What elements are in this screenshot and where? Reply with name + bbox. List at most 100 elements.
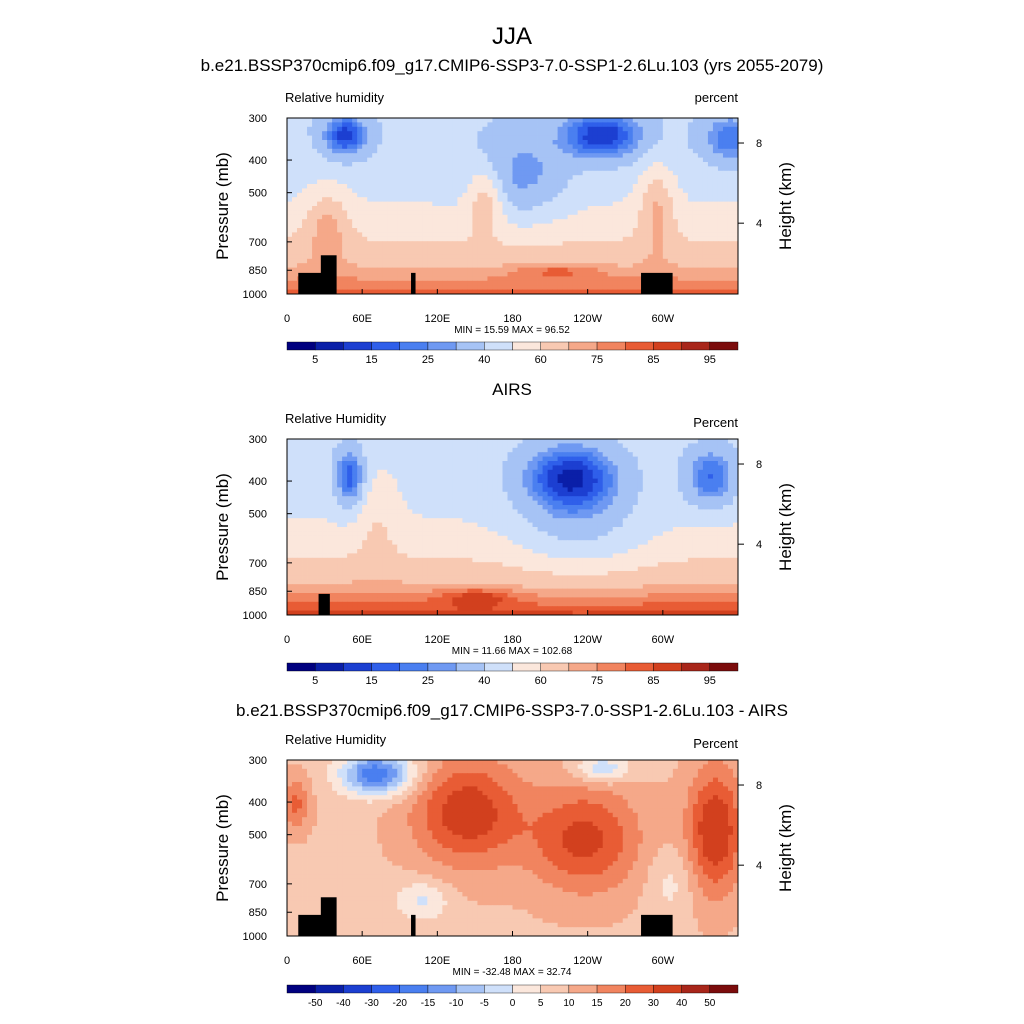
field-cell bbox=[447, 447, 453, 453]
field-cell bbox=[477, 197, 483, 202]
field-cell bbox=[732, 166, 739, 172]
field-cell bbox=[487, 478, 493, 484]
field-cell bbox=[687, 166, 694, 172]
field-cell bbox=[287, 263, 293, 268]
field-cell bbox=[392, 175, 398, 180]
field-cell bbox=[462, 465, 468, 471]
field-cell bbox=[577, 179, 584, 185]
field-cell bbox=[432, 443, 438, 449]
field-cell bbox=[482, 465, 488, 471]
field-cell bbox=[617, 223, 624, 229]
field-cell bbox=[592, 184, 599, 189]
field-cell bbox=[537, 188, 543, 194]
field-cell bbox=[712, 192, 719, 198]
field-cell bbox=[612, 162, 619, 167]
field-cell bbox=[457, 206, 463, 211]
field-cell bbox=[647, 263, 654, 268]
field-cell bbox=[482, 118, 488, 123]
field-cell bbox=[727, 250, 734, 255]
field-cell bbox=[627, 236, 634, 242]
field-cell bbox=[307, 188, 313, 194]
field-cell bbox=[537, 126, 543, 132]
field-cell bbox=[522, 232, 528, 238]
field-cell bbox=[657, 483, 664, 488]
field-cell bbox=[572, 206, 579, 211]
field-cell bbox=[542, 280, 548, 286]
field-cell bbox=[422, 162, 428, 167]
field-cell bbox=[302, 148, 308, 154]
field-cell bbox=[312, 223, 318, 229]
field-cell bbox=[447, 280, 453, 286]
field-cell bbox=[322, 236, 328, 242]
field-cell bbox=[587, 241, 594, 246]
field-cell bbox=[667, 131, 674, 136]
field-cell bbox=[707, 214, 714, 220]
field-cell bbox=[417, 179, 423, 185]
field-cell bbox=[382, 153, 388, 158]
field-cell bbox=[622, 483, 629, 488]
field-cell bbox=[292, 254, 298, 260]
field-cell bbox=[457, 210, 463, 216]
field-cell bbox=[692, 280, 699, 286]
field-cell bbox=[547, 439, 553, 444]
field-cell bbox=[692, 206, 699, 211]
field-cell bbox=[487, 170, 493, 176]
field-cell bbox=[412, 487, 418, 493]
field-cell bbox=[297, 122, 303, 128]
field-cell bbox=[727, 439, 734, 444]
field-cell bbox=[372, 210, 378, 216]
field-cell bbox=[292, 483, 298, 488]
field-cell bbox=[442, 272, 448, 277]
field-cell bbox=[622, 487, 629, 493]
field-cell bbox=[347, 465, 353, 471]
field-cell bbox=[292, 258, 298, 264]
field-cell bbox=[312, 118, 318, 123]
field-cell bbox=[492, 276, 498, 282]
field-cell bbox=[467, 236, 473, 242]
field-cell bbox=[627, 122, 634, 128]
field-cell bbox=[717, 140, 724, 145]
field-cell bbox=[462, 210, 468, 216]
field-cell bbox=[427, 439, 433, 444]
field-cell bbox=[522, 170, 528, 176]
field-cell bbox=[702, 175, 709, 180]
field-cell bbox=[377, 197, 383, 202]
field-cell bbox=[582, 118, 589, 123]
field-cell bbox=[717, 228, 724, 233]
field-cell bbox=[667, 144, 674, 150]
field-cell bbox=[677, 456, 684, 462]
field-cell bbox=[337, 192, 343, 198]
field-cell bbox=[587, 175, 594, 180]
field-cell bbox=[397, 126, 403, 132]
field-cell bbox=[477, 236, 483, 242]
field-cell bbox=[397, 214, 403, 220]
field-cell bbox=[677, 280, 684, 286]
field-cell bbox=[552, 131, 558, 136]
field-cell bbox=[397, 210, 403, 216]
field-cell bbox=[712, 443, 719, 449]
field-cell bbox=[367, 465, 373, 471]
field-cell bbox=[717, 131, 724, 136]
field-cell bbox=[597, 254, 604, 260]
field-cell bbox=[447, 285, 453, 290]
field-cell bbox=[622, 232, 629, 238]
field-cell bbox=[357, 206, 363, 211]
field-cell bbox=[407, 500, 413, 506]
field-cell bbox=[492, 135, 498, 141]
field-cell bbox=[517, 461, 523, 466]
field-cell bbox=[352, 443, 358, 449]
field-cell bbox=[612, 118, 619, 123]
field-cell bbox=[387, 439, 393, 444]
field-cell bbox=[397, 223, 403, 229]
field-cell bbox=[447, 289, 453, 295]
field-cell bbox=[362, 487, 368, 493]
field-cell bbox=[527, 285, 533, 290]
field-cell bbox=[312, 236, 318, 242]
field-cell bbox=[332, 131, 338, 136]
field-cell bbox=[357, 188, 363, 194]
field-cell bbox=[467, 197, 473, 202]
field-cell bbox=[727, 478, 734, 484]
field-cell bbox=[572, 483, 579, 488]
field-cell bbox=[337, 447, 343, 453]
field-cell bbox=[517, 245, 523, 251]
